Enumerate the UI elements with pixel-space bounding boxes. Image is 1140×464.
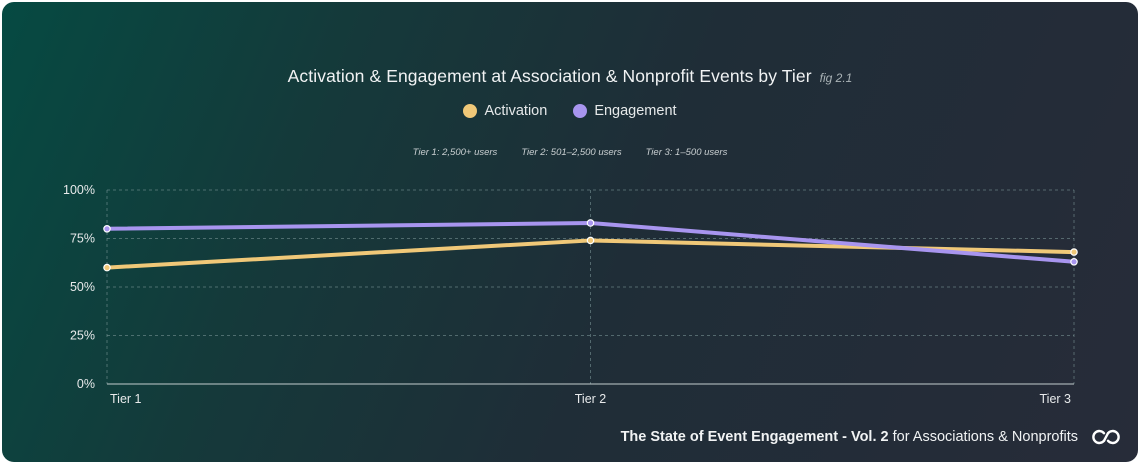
footer-text: The State of Event Engagement - Vol. 2 f… [621, 429, 1078, 445]
x-tick-label: Tier 3 [1040, 392, 1072, 406]
legend-label-engagement: Engagement [594, 103, 677, 119]
footer-report-title: The State of Event Engagement - Vol. 2 [620, 429, 889, 445]
legend-swatch-engagement [573, 104, 588, 118]
y-tick-label: 25% [70, 329, 95, 343]
infinity-logo-icon [1092, 429, 1120, 445]
data-point-engagement [1070, 257, 1078, 266]
tier-note: Tier 2: 501–2,500 users [521, 147, 622, 158]
tier-note: Tier 1: 2,500+ users [412, 147, 498, 158]
y-tick-label: 50% [70, 280, 95, 294]
chart-header: Activation & Engagement at Association &… [2, 66, 1138, 87]
tier-note: Tier 3: 1–500 users [645, 147, 728, 158]
tier-notes: Tier 1: 2,500+ users Tier 2: 501–2,500 u… [2, 147, 1138, 158]
data-point-activation [103, 263, 111, 272]
fig-label: fig 2.1 [819, 71, 853, 85]
chart-title: Activation & Engagement at Association &… [287, 66, 812, 86]
data-point-engagement [103, 225, 111, 233]
legend-item-engagement[interactable]: Engagement [573, 103, 677, 119]
x-tick-label: Tier 2 [575, 392, 607, 406]
legend-label-activation: Activation [484, 103, 548, 119]
x-tick-label: Tier 1 [110, 392, 142, 406]
data-point-activation [586, 236, 595, 245]
legend-swatch-activation [463, 104, 478, 118]
data-point-activation [1070, 248, 1078, 256]
y-tick-label: 0% [77, 377, 95, 391]
footer: The State of Event Engagement - Vol. 2 f… [621, 428, 1122, 446]
footer-subtitle: for Associations & Nonprofits [892, 429, 1078, 445]
legend: Activation Engagement [2, 103, 1138, 119]
data-point-engagement [586, 219, 595, 227]
y-tick-label: 75% [70, 232, 95, 246]
legend-item-activation[interactable]: Activation [463, 103, 547, 119]
y-tick-label: 100% [63, 183, 95, 197]
